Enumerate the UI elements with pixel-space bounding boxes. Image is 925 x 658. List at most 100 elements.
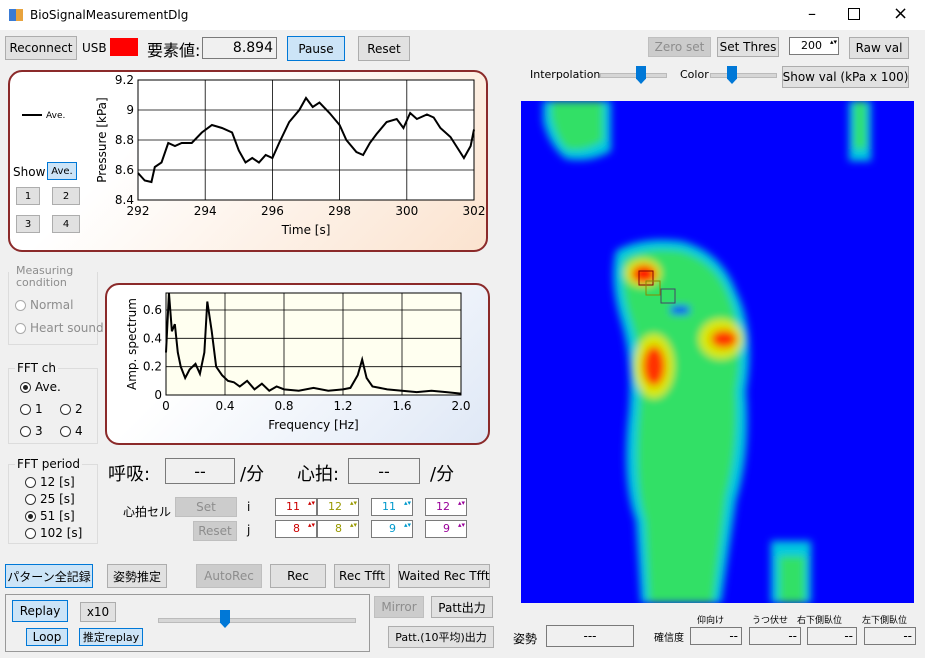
loop-button[interactable]: Loop	[26, 628, 68, 646]
thres-spinner[interactable]: 200	[789, 37, 839, 55]
radio[interactable]: 4	[60, 424, 83, 438]
zero-set-button[interactable]: Zero set	[648, 37, 711, 57]
show-ch-button[interactable]: 3	[16, 215, 40, 233]
pressure-map	[521, 101, 914, 603]
radio-label: Heart sound	[30, 321, 104, 335]
rec-tfft-button[interactable]: Rec Tfft	[334, 564, 390, 588]
radio[interactable]: 25 [s]	[25, 492, 75, 506]
spinner[interactable]: 11	[275, 498, 317, 516]
radio[interactable]: Ave.	[20, 380, 61, 394]
element-value: 8.894	[202, 37, 277, 59]
y-tick-label: 0.2	[143, 360, 162, 374]
radio[interactable]: 2	[60, 402, 83, 416]
show-label: Show	[13, 165, 46, 179]
close[interactable]: ×	[893, 3, 909, 24]
resp-label: 呼吸:	[108, 464, 151, 485]
radio[interactable]: 12 [s]	[25, 475, 75, 489]
spinner[interactable]: 8	[317, 520, 359, 538]
show-ch-button[interactable]: 2	[52, 187, 80, 205]
x-tick-label: 294	[194, 204, 217, 218]
reconnect-button[interactable]: Reconnect	[5, 36, 77, 60]
x-tick-label: 1.2	[333, 399, 352, 413]
mirror-button[interactable]: Mirror	[374, 596, 424, 618]
show-ch-button[interactable]: 1	[16, 187, 40, 205]
slider-thumb[interactable]	[636, 66, 646, 84]
minimize[interactable]: –	[808, 4, 816, 23]
resp-unit: /分	[240, 464, 265, 485]
heart-label: 心拍:	[297, 464, 340, 485]
radio[interactable]: 3	[20, 424, 43, 438]
radio-label: 4	[75, 424, 83, 438]
fft-ch-group: FFT ch	[8, 361, 98, 444]
replay-group	[5, 594, 370, 652]
show-val-button[interactable]: Show val (kPa x 100)	[782, 66, 909, 88]
class-label: 左下側臥位	[862, 616, 908, 626]
spinner[interactable]: 12	[317, 498, 359, 516]
show-ch-button[interactable]: 4	[52, 215, 80, 233]
set-button[interactable]: Set	[175, 497, 237, 517]
patt10-out-button[interactable]: Patt.(10平均)出力	[388, 626, 494, 648]
x-tick-label: 298	[328, 204, 351, 218]
show-ave-button[interactable]: Ave.	[47, 162, 77, 180]
class-label: 仰向け	[697, 616, 725, 626]
radio[interactable]: 1	[20, 402, 43, 416]
x10-button[interactable]: x10	[80, 602, 116, 622]
radio-label: 25 [s]	[40, 492, 75, 506]
slider-thumb[interactable]	[220, 610, 230, 628]
color-slider[interactable]	[710, 73, 777, 78]
cell-marker	[645, 280, 661, 296]
radio[interactable]: 102 [s]	[25, 526, 82, 540]
replay-slider[interactable]	[158, 618, 356, 623]
maximize[interactable]	[848, 8, 860, 20]
x-axis-label: Time [s]	[281, 223, 331, 237]
interpolation-slider[interactable]	[600, 73, 667, 78]
x-tick-label: 300	[395, 204, 418, 218]
y-axis-label: Amp. spectrum	[125, 298, 139, 390]
spinner[interactable]: 9	[371, 520, 413, 538]
spinner[interactable]: 9	[425, 520, 467, 538]
score: --	[864, 627, 916, 645]
radio[interactable]: Normal	[15, 298, 73, 312]
radio[interactable]: Heart sound	[15, 321, 104, 335]
group-title: FFT period	[15, 457, 82, 471]
legend-label: Ave.	[46, 111, 65, 121]
record-all-button[interactable]: パターン全記録	[5, 564, 93, 588]
posture-label: 姿勢	[513, 632, 538, 646]
score: --	[807, 627, 857, 645]
y-tick-label: 9.2	[115, 73, 134, 87]
spinner[interactable]: 12	[425, 498, 467, 516]
y-tick-label: 0	[154, 388, 162, 402]
radio[interactable]: 51 [s]	[25, 509, 75, 523]
replay-button[interactable]: Replay	[12, 600, 68, 622]
interpolation-label: Interpolation	[530, 68, 601, 81]
x-tick-label: 296	[261, 204, 284, 218]
class-label: 右下側臥位	[797, 616, 843, 626]
rec-button[interactable]: Rec	[270, 564, 326, 588]
est-replay-button[interactable]: 推定replay	[79, 628, 143, 646]
autorec-button[interactable]: AutoRec	[196, 564, 262, 588]
raw-val-button[interactable]: Raw val	[849, 37, 909, 59]
posture-value: ---	[546, 625, 634, 647]
reset-cell-button[interactable]: Reset	[193, 521, 237, 541]
waited-rec-button[interactable]: Waited Rec Tfft	[398, 564, 490, 588]
y-tick-label: 9	[126, 103, 134, 117]
spinner[interactable]: 11	[371, 498, 413, 516]
set-thres-button[interactable]: Set Thres	[717, 37, 779, 57]
reset-button[interactable]: Reset	[358, 36, 410, 61]
heart-cell-label: 心拍セル	[123, 505, 172, 519]
slider-thumb[interactable]	[727, 66, 737, 84]
y-tick-label: 0.4	[143, 331, 162, 345]
score: --	[690, 627, 742, 645]
plot-area	[165, 292, 462, 396]
pause-button[interactable]: Pause	[287, 36, 345, 61]
posture-est-button[interactable]: 姿勢推定	[107, 564, 167, 588]
measuring-title: Measuring condition	[16, 265, 76, 289]
heart-value: --	[348, 458, 420, 484]
patt-out-button[interactable]: Patt出力	[431, 596, 493, 618]
x-tick-label: 302	[463, 204, 486, 218]
i-label: i	[247, 500, 251, 514]
x-tick-label: 0.4	[215, 399, 234, 413]
data-line	[165, 292, 462, 395]
